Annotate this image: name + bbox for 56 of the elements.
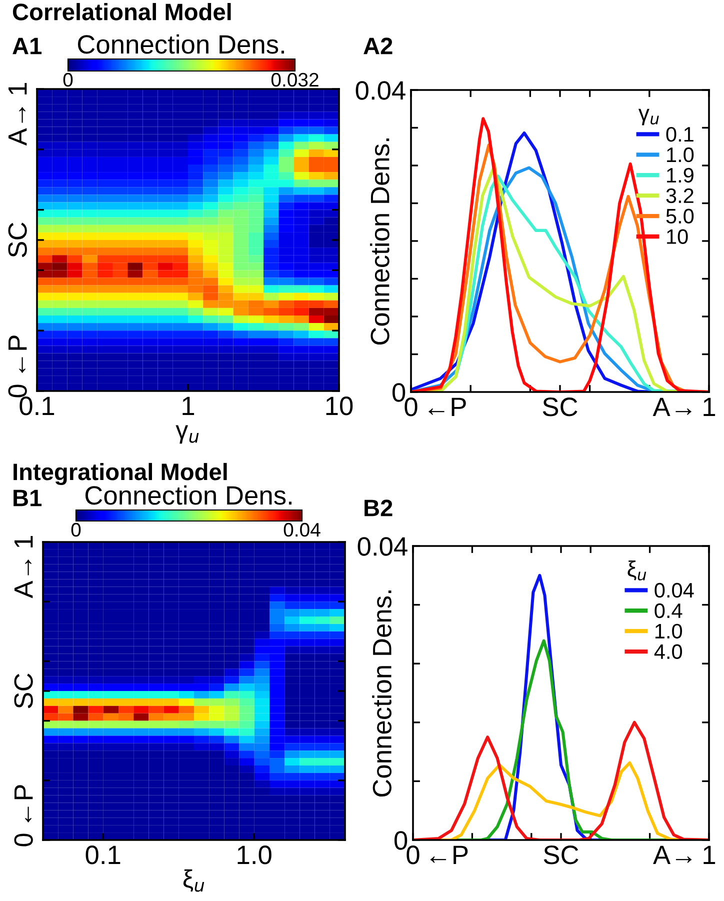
- text: A→: [14, 560, 33, 598]
- text: A→: [652, 398, 692, 416]
- y-tick-label: 0.04: [356, 81, 406, 100]
- x-axis-title: γ$_{u}$: [176, 425, 199, 444]
- legend-label: 10: [667, 229, 688, 244]
- legend-label: 5.0: [666, 208, 694, 224]
- color-bar-label: 0: [63, 72, 73, 87]
- legend-label: 0.1: [666, 126, 694, 142]
- x-tick-label: 1.0: [238, 846, 272, 864]
- y-tick-label: 0.04: [358, 537, 408, 556]
- y-tick-label: 0: [394, 831, 408, 850]
- x-tick-label: 1: [704, 846, 716, 864]
- x-tick-label: 1: [704, 398, 716, 416]
- color-bar-title: Connection Dens.: [85, 485, 292, 505]
- legend-label: 1.0: [655, 624, 682, 639]
- color-bar-label: 0: [71, 522, 81, 537]
- chart-title: A2: [364, 38, 392, 54]
- color-bar-label: 0.032: [271, 72, 318, 87]
- legend-label: 0.4: [654, 603, 682, 618]
- x-tick-label: SC: [542, 398, 578, 416]
- x-tick-label: 1: [182, 396, 194, 415]
- y-axis-title: Connection Dens.: [370, 138, 390, 345]
- text: ←P: [430, 846, 468, 864]
- text: A→: [8, 107, 27, 146]
- y-axis-title: Connection Dens.: [372, 590, 392, 797]
- color-bar-title: Connection Dens.: [78, 34, 284, 54]
- x-tick-label: 0.1: [20, 396, 54, 416]
- legend-label: 3.2: [666, 188, 694, 204]
- y-tick-label: 1: [8, 82, 27, 94]
- text: ←P: [14, 785, 33, 822]
- text: A→: [653, 846, 692, 864]
- legend-label: 4.0: [654, 644, 682, 660]
- chart-title: B2: [364, 500, 392, 516]
- chart-title: B1: [14, 490, 42, 506]
- y-tick-label: 1: [14, 536, 33, 548]
- legend-label: 1.9: [667, 168, 694, 183]
- x-tick-label: SC: [544, 846, 578, 864]
- legend-title: ξ$_{u}$: [628, 560, 646, 580]
- y-tick-label: 0: [8, 384, 27, 398]
- text: ←P: [8, 336, 27, 373]
- chart-title: A1: [12, 38, 42, 54]
- y-tick-label: SC: [8, 222, 27, 258]
- x-tick-label: 0: [406, 846, 420, 864]
- y-tick-label: 0: [14, 834, 33, 846]
- color-bar-label: 0.04: [284, 522, 320, 537]
- legend-title: γ$_{u}$: [638, 108, 659, 126]
- legend-label: 1.0: [667, 147, 694, 162]
- y-tick-label: SC: [14, 674, 33, 708]
- x-axis-title: ξ$_{u}$: [183, 869, 204, 892]
- legend-label: 0.04: [654, 582, 694, 598]
- chart-subtitle: Integrational Model: [14, 462, 227, 486]
- x-tick-label: 0.1: [86, 846, 120, 864]
- x-tick-label: 10: [326, 396, 353, 416]
- y-tick-label: 0: [392, 383, 406, 402]
- chart-subtitle: Correlational Model: [12, 2, 231, 20]
- text: ←P: [428, 398, 466, 416]
